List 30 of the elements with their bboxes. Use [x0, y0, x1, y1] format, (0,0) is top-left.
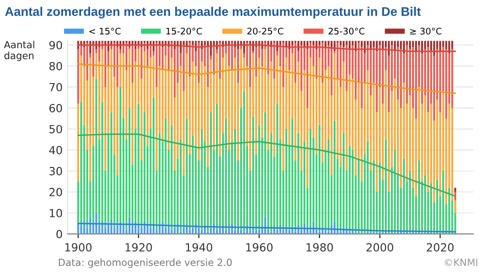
line-series [77, 222, 456, 233]
y-tick-label: 90 [49, 40, 62, 50]
line-series [77, 134, 456, 197]
y-tick-label: 10 [50, 208, 62, 218]
y-tick-label: 20 [49, 188, 62, 196]
y-tick-label: 30 [49, 166, 62, 176]
line-series [77, 63, 456, 94]
legend-label: ≥ 30°C [410, 28, 442, 35]
x-tick-label: 1900 [65, 243, 92, 252]
legend-label: 15-20°C [166, 28, 202, 35]
text: ©KNMI [444, 258, 478, 266]
text: Data: gehomogeniseerde versie 2.0 [58, 258, 232, 268]
x-tick-label: 2000 [366, 243, 394, 252]
x-tick-label: 1960 [246, 243, 273, 252]
legend-label: 20-25°C [247, 28, 284, 35]
y-tick-label: 70 [50, 82, 62, 92]
y-tick-label: 40 [49, 146, 62, 154]
legend-label: 25-30°C [328, 28, 365, 35]
legend-label: < 15°C [89, 28, 121, 35]
y-tick-label: 60 [49, 104, 62, 112]
line-series [77, 44, 456, 52]
x-tick-label: 1980 [306, 243, 333, 252]
x-tick-label: 1920 [126, 243, 152, 252]
chart-title: Aantal zomerdagen met een bepaalde maximumtemperatuur in De Bilt [5, 6, 421, 19]
y-tick-label: 50 [49, 124, 62, 134]
y-tick-label: 0 [56, 230, 62, 238]
y-axis-title: Aantal dagen [4, 40, 34, 62]
x-tick-label: 2020 [426, 243, 454, 252]
x-tick-label: 1940 [186, 243, 212, 252]
y-tick-label: 80 [49, 62, 62, 70]
